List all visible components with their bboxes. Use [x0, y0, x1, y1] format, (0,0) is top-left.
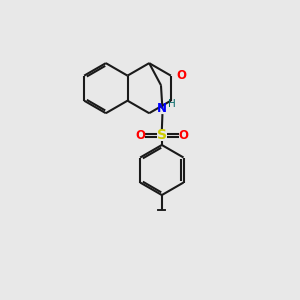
Text: S: S	[157, 128, 167, 142]
Text: O: O	[136, 129, 146, 142]
Text: H: H	[168, 99, 176, 110]
Text: O: O	[178, 129, 188, 142]
Text: O: O	[176, 69, 186, 82]
Text: N: N	[157, 102, 167, 115]
